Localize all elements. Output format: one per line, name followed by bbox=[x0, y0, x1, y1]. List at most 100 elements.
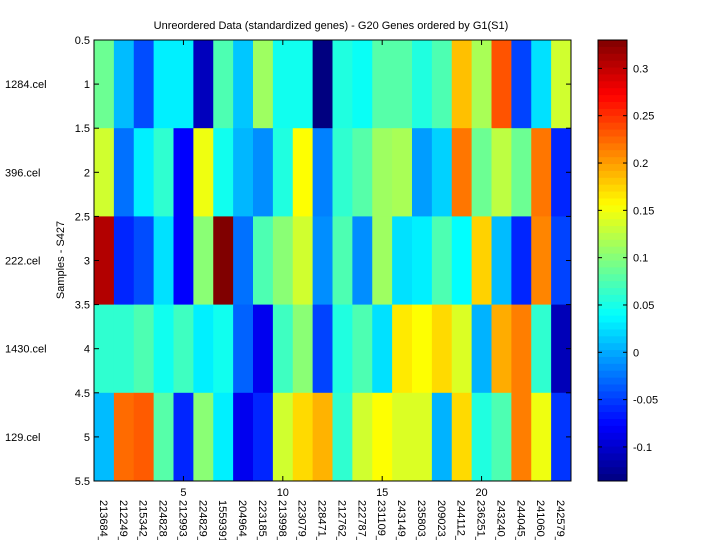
colorbar-segment bbox=[598, 356, 627, 365]
column-label: 228471_ bbox=[316, 500, 328, 540]
colorbar-segment bbox=[598, 439, 627, 448]
x-tick-label: 10 bbox=[277, 487, 289, 499]
colorbar-segment bbox=[598, 350, 627, 358]
heatmap-cells bbox=[94, 40, 572, 482]
heatmap-cell bbox=[372, 40, 393, 129]
colorbar-tick-label: 0.1 bbox=[633, 253, 648, 265]
heatmap-cell bbox=[372, 128, 393, 217]
colorbar-segment bbox=[598, 53, 627, 62]
colorbar-frame bbox=[597, 39, 628, 482]
heatmap-cell bbox=[213, 216, 234, 306]
colorbar-tick-label: 0.15 bbox=[633, 205, 654, 217]
heatmap-cell bbox=[471, 304, 492, 394]
heatmap-cell bbox=[233, 304, 254, 394]
heatmap-cell bbox=[292, 304, 314, 394]
heatmap-cell bbox=[471, 40, 492, 129]
heatmap-cell bbox=[173, 304, 194, 394]
colorbar-segment bbox=[598, 40, 627, 48]
colorbar-segment bbox=[598, 226, 627, 234]
heatmap-cell bbox=[531, 304, 552, 394]
heatmap-cell bbox=[133, 128, 155, 217]
x-tick-label: 20 bbox=[475, 487, 487, 499]
colorbar-segment bbox=[598, 363, 627, 372]
column-label: 231109_ bbox=[375, 500, 387, 540]
heatmap-cell bbox=[511, 128, 532, 217]
heatmap-cell bbox=[292, 128, 314, 217]
heatmap-cell bbox=[372, 304, 393, 394]
colorbar-segment bbox=[598, 260, 627, 268]
colorbar-segment bbox=[598, 336, 627, 344]
colorbar-segment bbox=[598, 405, 627, 413]
colorbar-segment bbox=[598, 60, 627, 69]
column-label: 242579_ bbox=[554, 500, 566, 540]
colorbar-segment bbox=[598, 267, 627, 275]
column-label: 204964_ bbox=[236, 500, 248, 540]
column-label: 212993_ bbox=[176, 500, 188, 540]
colorbar-segment bbox=[598, 322, 627, 330]
colorbar-segment bbox=[598, 308, 627, 317]
heatmap-cell bbox=[491, 216, 512, 306]
colorbar-segment bbox=[598, 102, 627, 110]
colorbar-segment bbox=[598, 170, 627, 179]
heatmap-cell bbox=[392, 216, 413, 306]
heatmap-cell bbox=[312, 40, 333, 129]
colorbar-segment bbox=[598, 301, 627, 310]
heatmap-cell bbox=[431, 216, 453, 306]
colorbar-segment bbox=[598, 391, 627, 399]
heatmap-cell bbox=[133, 216, 155, 306]
heatmap-cell bbox=[312, 392, 333, 482]
y-tick-label: 3.5 bbox=[75, 300, 90, 312]
heatmap-cell bbox=[253, 216, 274, 306]
y-tick-label: 0.5 bbox=[75, 35, 90, 47]
heatmap-cell bbox=[332, 40, 353, 129]
colorbar-segment bbox=[598, 460, 627, 468]
heatmap-cell bbox=[412, 40, 433, 129]
colorbar-segment bbox=[598, 398, 627, 406]
heatmap-cell bbox=[133, 392, 155, 482]
colorbar-segment bbox=[598, 412, 627, 420]
heatmap-cell bbox=[193, 40, 214, 129]
heatmap-cell bbox=[253, 128, 274, 217]
colorbar-segment bbox=[598, 115, 627, 124]
colorbar-tick-label: 0 bbox=[633, 347, 639, 359]
colorbar-segment bbox=[598, 329, 627, 337]
colorbar-segment bbox=[598, 446, 627, 454]
heatmap-cell bbox=[213, 40, 234, 129]
colorbar-segment bbox=[598, 136, 627, 144]
heatmap-cell bbox=[292, 216, 314, 306]
heatmap-cell bbox=[233, 128, 254, 217]
heatmap-cell bbox=[113, 392, 135, 482]
heatmap-cell bbox=[352, 40, 373, 129]
y-tick-label: 1.5 bbox=[75, 123, 90, 135]
heatmap-cell bbox=[153, 392, 174, 482]
y-tick-label: 5 bbox=[84, 432, 90, 444]
heatmap-cell bbox=[372, 216, 393, 306]
heatmap-cell bbox=[312, 216, 333, 306]
heatmap-cell bbox=[193, 304, 214, 394]
heatmap-cell bbox=[193, 216, 214, 306]
heatmap-cell bbox=[551, 128, 572, 217]
heatmap-cell bbox=[193, 128, 214, 217]
column-label: 244045_ bbox=[514, 500, 526, 540]
column-label: 244112_ bbox=[455, 500, 467, 540]
heatmap-cell bbox=[113, 40, 135, 129]
heatmap-cell bbox=[531, 392, 552, 482]
heatmap-cell bbox=[431, 40, 453, 129]
heatmap-cell bbox=[272, 40, 294, 129]
colorbar-segment bbox=[598, 143, 627, 151]
heatmap-cell bbox=[153, 40, 174, 129]
y-tick-label: 2 bbox=[84, 167, 90, 179]
colorbar-segment bbox=[598, 467, 627, 475]
row-label: 1430.cel bbox=[5, 344, 47, 356]
heatmap-cell bbox=[451, 392, 473, 482]
heatmap-cell bbox=[292, 40, 314, 129]
heatmap-cell bbox=[412, 216, 433, 306]
colorbar-segment bbox=[598, 184, 627, 193]
column-label: 213684_ bbox=[97, 500, 109, 540]
heatmap-cell bbox=[511, 304, 532, 394]
colorbar-segment bbox=[598, 108, 627, 117]
heatmap-cell bbox=[412, 392, 433, 482]
colorbar-segment bbox=[598, 198, 627, 206]
column-label: 209023_ bbox=[435, 500, 447, 540]
y-tick-label: 2.5 bbox=[75, 211, 90, 223]
